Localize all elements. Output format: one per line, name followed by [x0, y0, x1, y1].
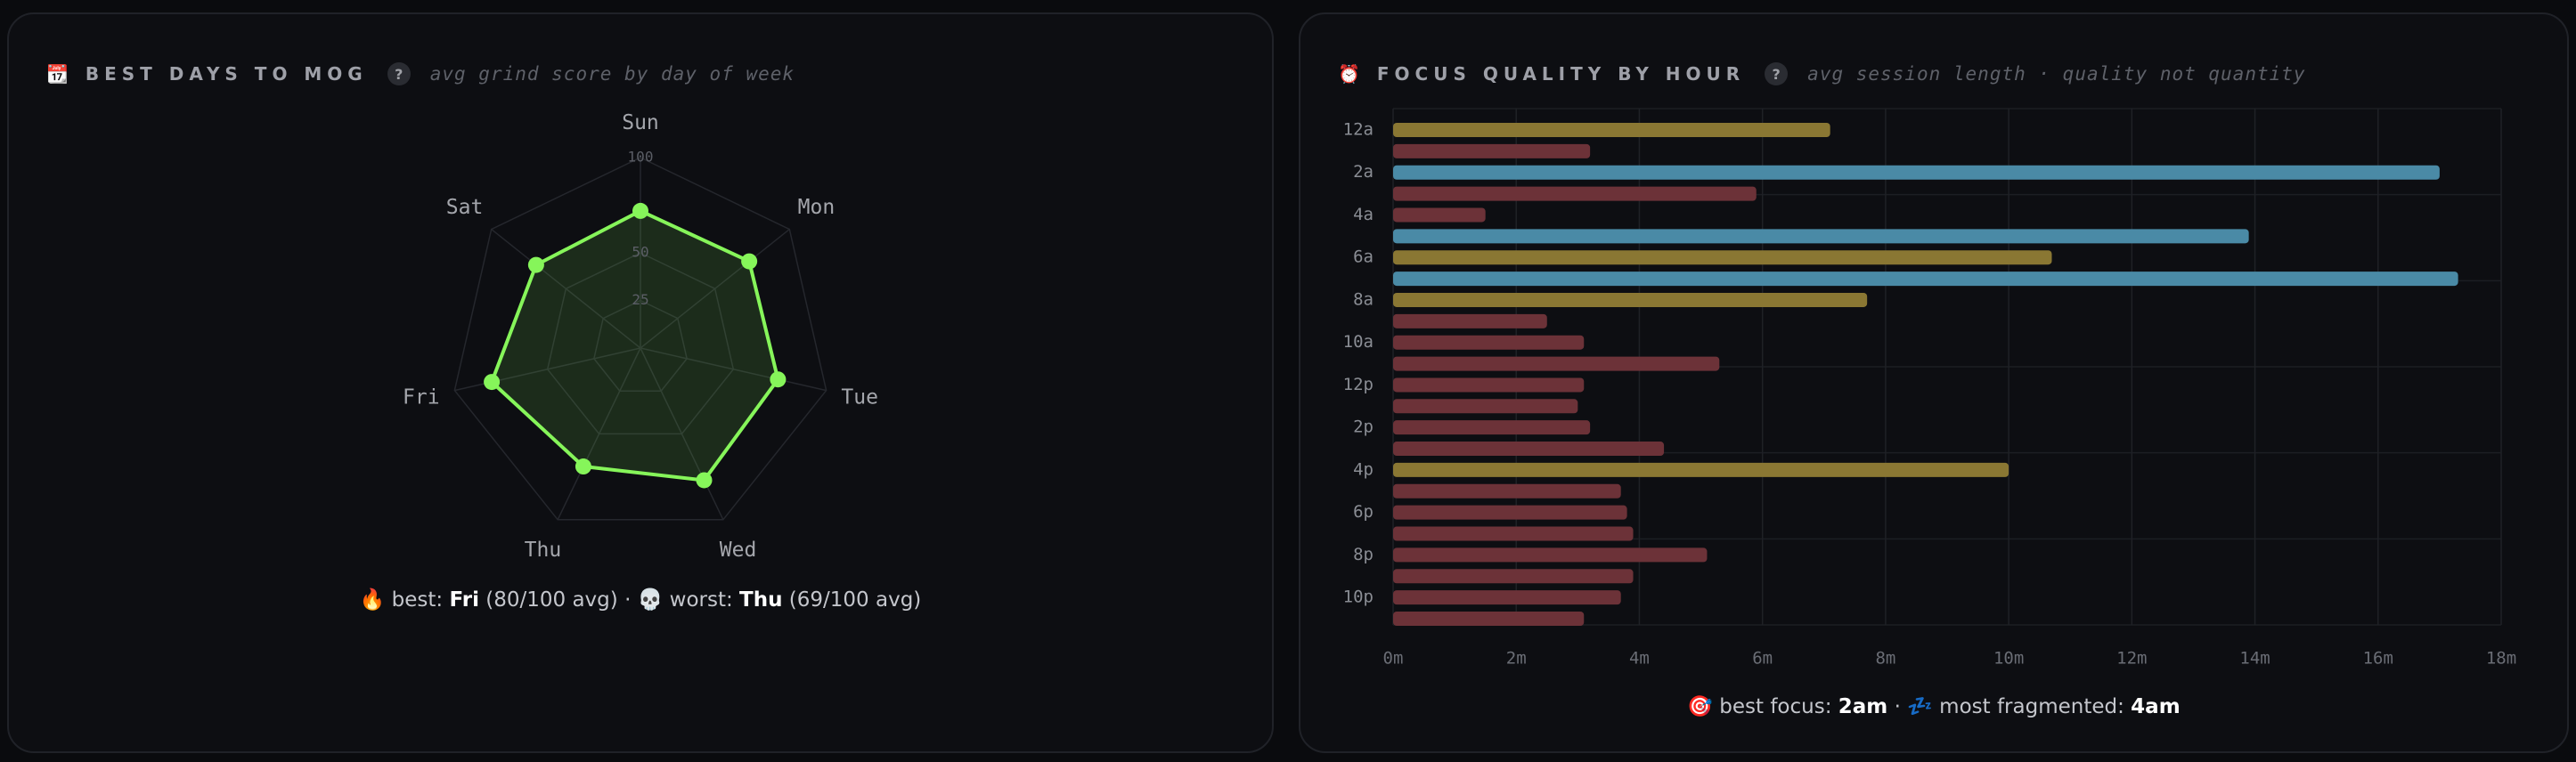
bar — [1393, 272, 2458, 287]
separator: · — [1894, 695, 1901, 718]
worst-day: Thu — [739, 588, 783, 612]
x-tick-label: 14m — [2239, 649, 2270, 669]
bar — [1393, 377, 1585, 393]
grid-ring — [546, 252, 735, 435]
bar — [1393, 547, 1708, 563]
bar — [1393, 207, 1486, 223]
bar-chart: 0m 2m 4m 6m 8m 10m 12m 14m 16m 18m 12a 2a 4a 6a 8a 10a 1… — [1343, 108, 2516, 669]
axis-label: Sat — [446, 196, 484, 219]
bar — [1393, 143, 1591, 158]
worst-hour: 4am — [2131, 695, 2181, 718]
worst-label: 💀 worst: — [637, 588, 733, 612]
y-tick-label: 4a — [1353, 205, 1374, 224]
grid-ring — [453, 157, 827, 521]
worst-detail: (69/100 avg) — [788, 588, 922, 612]
axis-label: Fri — [403, 386, 440, 409]
bar — [1393, 165, 2440, 180]
axis-label: Tue — [841, 386, 878, 409]
axis-label: Mon — [798, 196, 836, 219]
bar — [1393, 462, 2009, 477]
best-label: 🎯 best focus: — [1687, 695, 1832, 718]
point — [741, 253, 758, 270]
separator: · — [624, 588, 632, 612]
y-tick-label: 10p — [1343, 588, 1374, 607]
bar — [1393, 590, 1621, 605]
bar — [1393, 313, 1547, 328]
y-tick-label: 12a — [1343, 120, 1374, 140]
point — [770, 371, 787, 388]
bar — [1393, 526, 1634, 541]
y-tick-label: 2p — [1353, 417, 1374, 437]
best-detail: (80/100 avg) — [485, 588, 618, 612]
y-tick-label: 6a — [1353, 247, 1374, 267]
y-tick-label: 2a — [1353, 162, 1374, 182]
x-tick-label: 0m — [1383, 649, 1404, 669]
point — [696, 472, 713, 489]
y-tick-label: 12p — [1343, 375, 1374, 394]
panel-subtitle: avg session length · quality not quantit… — [1807, 63, 2306, 85]
x-tick-label: 2m — [1506, 649, 1527, 669]
bar-panel: 0m 2m 4m 6m 8m 10m 12m 14m 16m 18m 12a 2a 4a 6a 8a 10a 1… — [1299, 12, 2569, 753]
bar — [1393, 483, 1621, 499]
value-area — [490, 208, 780, 482]
point — [632, 202, 648, 219]
bar — [1393, 335, 1585, 350]
x-tick-label: 10m — [1993, 649, 2024, 669]
help-button[interactable]: ? — [1765, 62, 1789, 85]
y-tick-label: 6p — [1353, 502, 1374, 522]
bar — [1393, 186, 1757, 201]
bar — [1393, 399, 1578, 414]
help-button[interactable]: ? — [387, 62, 411, 85]
bar — [1393, 612, 1585, 627]
bar — [1393, 420, 1591, 435]
y-tick-label: 8a — [1353, 289, 1374, 309]
panel-title: ⏰ FOCUS QUALITY BY HOUR — [1338, 63, 1746, 85]
best-label: 🔥 best: — [359, 588, 444, 612]
best-hour: 2am — [1838, 695, 1888, 718]
x-tick-label: 18m — [2486, 649, 2516, 669]
bar — [1393, 250, 2052, 265]
x-tick-label: 12m — [2116, 649, 2147, 669]
x-tick-label: 4m — [1629, 649, 1650, 669]
r-tick-label: 50 — [632, 244, 648, 261]
y-tick-label: 8p — [1353, 545, 1374, 564]
grid-ring — [593, 299, 688, 392]
best-day: Fri — [449, 588, 479, 612]
axis-label: Thu — [525, 539, 562, 562]
panel-header: ⏰ FOCUS QUALITY BY HOUR ? avg session le… — [1338, 62, 2306, 85]
panel-subtitle: avg grind score by day of week — [429, 63, 795, 85]
y-tick-label: 4p — [1353, 459, 1374, 479]
bar — [1393, 505, 1627, 520]
bar — [1393, 123, 1830, 137]
bar — [1393, 229, 2249, 244]
point — [527, 256, 544, 273]
axis-label: Sun — [622, 111, 659, 134]
x-tick-label: 6m — [1752, 649, 1773, 669]
bar — [1393, 292, 1868, 307]
point — [575, 458, 591, 475]
panel-title: 📆 BEST DAYS TO MOG — [46, 63, 368, 85]
r-tick-label: 100 — [628, 149, 654, 166]
x-tick-label: 16m — [2363, 649, 2393, 669]
point — [484, 374, 501, 391]
bar — [1393, 356, 1720, 371]
worst-label: 💤 most fragmented: — [1907, 695, 2124, 718]
radar-panel: Sun Mon Tue Wed Thu Fri Sat 25 50 100 📆 BEST DAYS… — [7, 12, 1274, 753]
x-tick-label: 8m — [1875, 649, 1895, 669]
summary: 🔥 best: Fri (80/100 avg) · 💀 worst: Thu … — [9, 588, 1272, 612]
panel-header: 📆 BEST DAYS TO MOG ? avg grind score by … — [46, 62, 795, 85]
y-tick-label: 10a — [1343, 332, 1374, 352]
summary: 🎯 best focus: 2am · 💤 most fragmented: 4… — [1300, 694, 2567, 718]
axis-label: Wed — [720, 539, 757, 562]
bar — [1393, 569, 1634, 584]
radar-chart: Sun Mon Tue Wed Thu Fri Sat 25 50 100 — [403, 111, 878, 562]
r-tick-label: 25 — [632, 291, 648, 308]
bar — [1393, 442, 1665, 457]
